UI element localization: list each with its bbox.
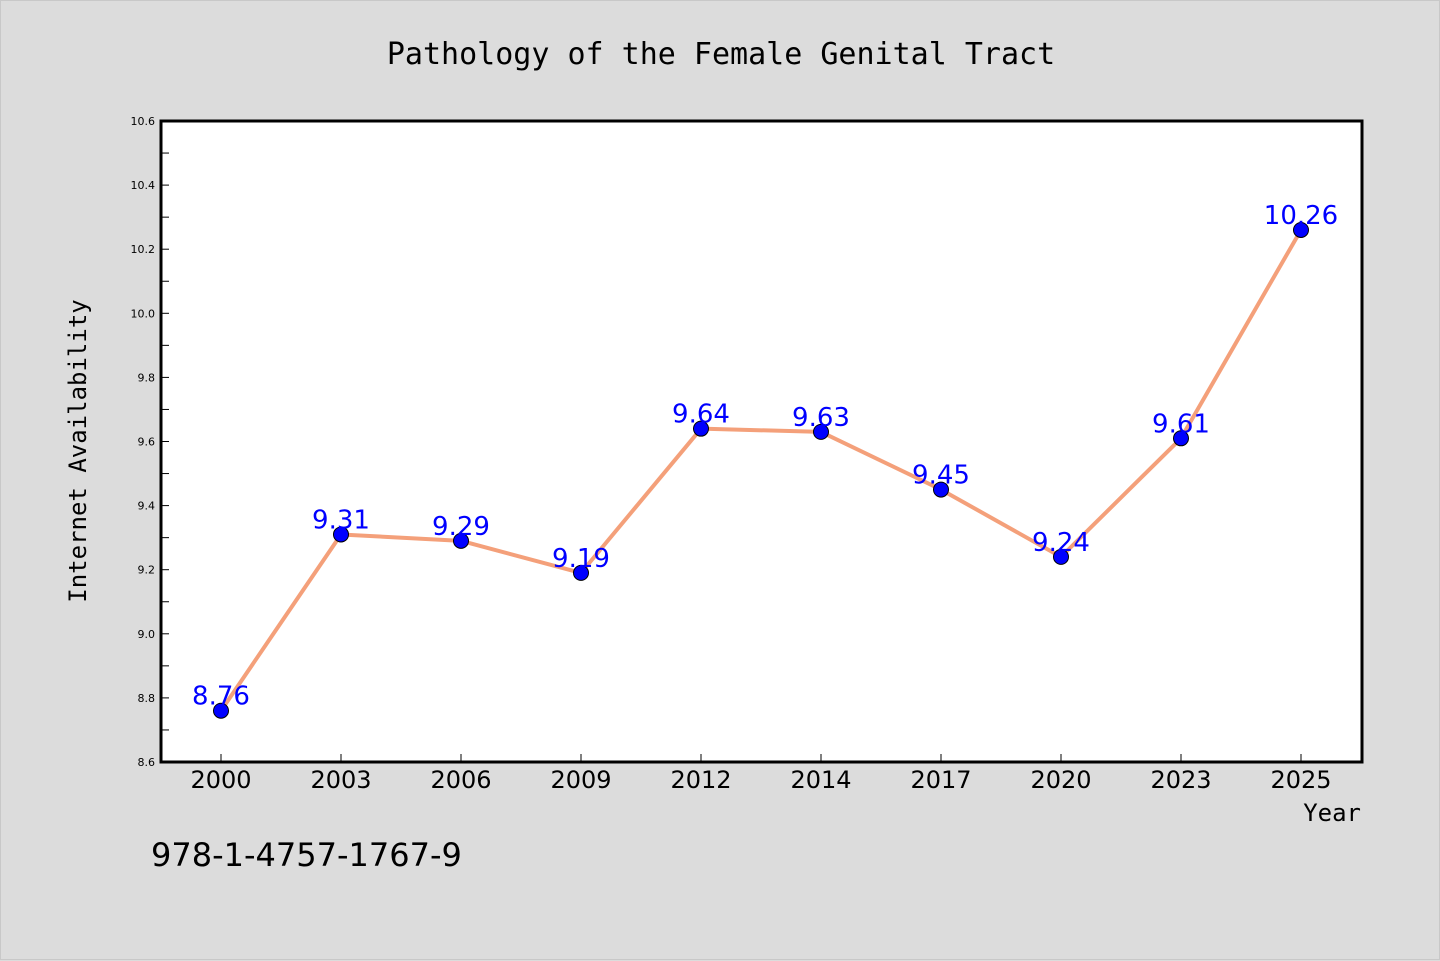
data-label: 9.19 [552, 544, 610, 574]
x-tick-label: 2006 [430, 766, 491, 794]
data-point [1053, 548, 1069, 565]
data-labels: 8.76 9.31 9.29 9.19 9.64 9.63 9.45 9.24 9.61 10.2… [192, 201, 1338, 712]
data-point [573, 564, 589, 581]
data-point [813, 423, 829, 440]
x-tick-label: 2000 [190, 766, 251, 794]
y-tick-label: 10.4 [131, 179, 156, 192]
y-tick-label: 8.8 [138, 692, 156, 705]
x-tick-label: 2017 [910, 766, 971, 794]
data-label: 9.61 [1152, 409, 1210, 439]
x-axis-label: Year [1303, 799, 1361, 827]
data-label: 10.26 [1264, 201, 1338, 231]
y-tick-label: 10.2 [131, 243, 156, 256]
y-tick-label: 10.0 [131, 307, 156, 320]
plot-area [159, 119, 1364, 764]
y-axis-ticks: 8.6 8.8 9.0 9.2 9.4 9.6 9.8 10.0 10.2 10.4 10.6 [131, 115, 169, 769]
data-point [213, 702, 229, 719]
data-label: 8.76 [192, 682, 250, 712]
x-tick-label: 2014 [790, 766, 851, 794]
y-tick-label: 9.4 [138, 500, 156, 513]
data-point [453, 532, 469, 549]
series-line [219, 228, 1303, 712]
x-tick-label: 2025 [1270, 766, 1331, 794]
x-tick-label: 2012 [670, 766, 731, 794]
data-label: 9.63 [792, 403, 850, 433]
y-tick-label: 10.6 [131, 115, 156, 128]
data-label: 9.29 [432, 512, 490, 542]
data-point [333, 526, 349, 543]
y-tick-label: 8.6 [138, 756, 156, 769]
data-label: 9.45 [912, 461, 970, 491]
x-tick-label: 2003 [310, 766, 371, 794]
x-tick-label: 2023 [1150, 766, 1211, 794]
x-tick-label: 2009 [550, 766, 611, 794]
y-tick-label: 9.6 [138, 436, 156, 449]
x-axis-ticks: 2000 2003 2006 2009 2012 2014 2017 2020 2023 2025 [190, 754, 1332, 794]
y-tick-label: 9.2 [138, 564, 156, 577]
data-point [1293, 221, 1309, 238]
isbn-footer: 978-1-4757-1767-9 [151, 836, 462, 874]
chart-title: Pathology of the Female Genital Tract [387, 37, 1055, 72]
y-axis-label: Internet Availability [64, 299, 92, 602]
data-label: 9.64 [672, 400, 730, 430]
data-point [933, 481, 949, 498]
y-tick-label: 9.8 [138, 371, 156, 384]
data-label: 9.24 [1032, 528, 1090, 558]
y-tick-label: 9.0 [138, 628, 156, 641]
data-point [1173, 430, 1189, 447]
series-group [213, 221, 1309, 719]
x-tick-label: 2020 [1030, 766, 1091, 794]
data-label: 9.31 [312, 505, 370, 535]
data-point [693, 420, 709, 437]
